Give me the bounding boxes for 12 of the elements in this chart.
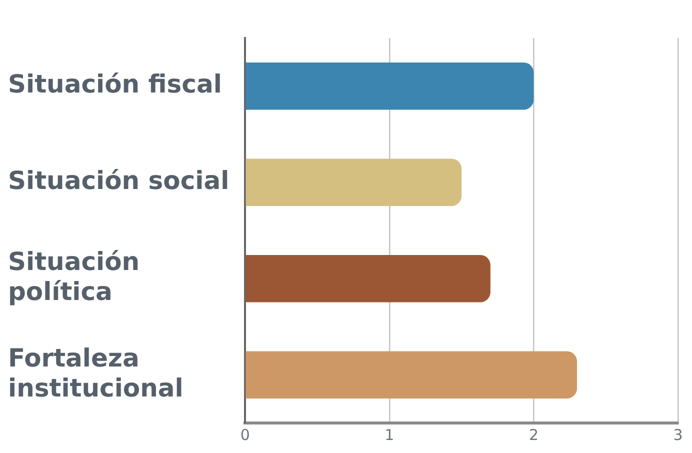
y-tick-label: Fortaleza institucional [8, 343, 184, 402]
bar [246, 62, 534, 110]
y-tick-label: Situación social [8, 166, 230, 195]
bar [246, 255, 490, 302]
bar [246, 158, 462, 206]
x-tick-label: 2 [528, 426, 538, 444]
bar [246, 351, 577, 398]
x-tick-label: 1 [384, 426, 394, 444]
y-tick-label: Situación política [8, 247, 140, 306]
x-tick-label: 3 [673, 426, 683, 444]
y-tick-label: Situación fiscal [8, 70, 222, 99]
x-tick-label: 0 [240, 426, 250, 444]
